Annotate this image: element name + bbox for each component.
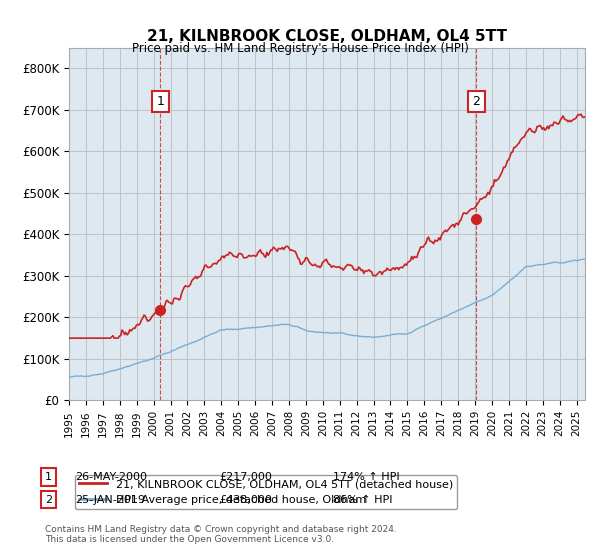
Text: 1: 1 [157,95,164,108]
Text: 174% ↑ HPI: 174% ↑ HPI [333,472,400,482]
Title: 21, KILNBROOK CLOSE, OLDHAM, OL4 5TT: 21, KILNBROOK CLOSE, OLDHAM, OL4 5TT [147,29,507,44]
Text: £438,000: £438,000 [219,494,272,505]
Text: Price paid vs. HM Land Registry's House Price Index (HPI): Price paid vs. HM Land Registry's House … [131,42,469,55]
Text: 2: 2 [45,494,52,505]
Text: 2: 2 [472,95,480,108]
Legend: 21, KILNBROOK CLOSE, OLDHAM, OL4 5TT (detached house), HPI: Average price, detac: 21, KILNBROOK CLOSE, OLDHAM, OL4 5TT (de… [74,475,457,509]
Text: Contains HM Land Registry data © Crown copyright and database right 2024.
This d: Contains HM Land Registry data © Crown c… [45,525,397,544]
Text: 25-JAN-2019: 25-JAN-2019 [75,494,145,505]
Text: £217,000: £217,000 [219,472,272,482]
Text: 1: 1 [45,472,52,482]
Text: 26-MAY-2000: 26-MAY-2000 [75,472,147,482]
Text: 86% ↑ HPI: 86% ↑ HPI [333,494,392,505]
